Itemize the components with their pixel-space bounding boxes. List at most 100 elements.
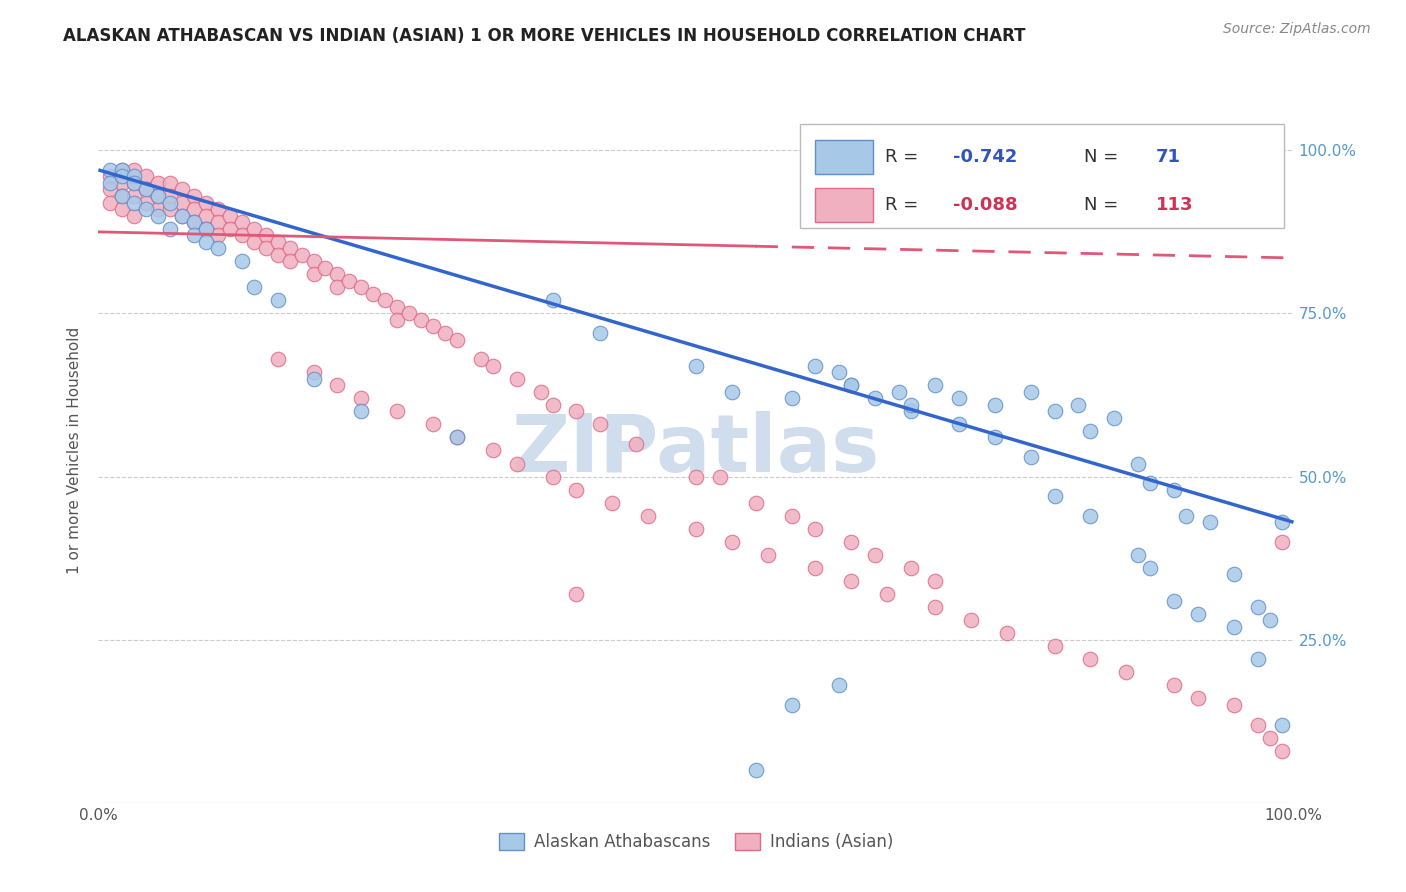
Point — [1223, 620, 1246, 634]
Point — [124, 176, 146, 190]
Point — [172, 195, 194, 210]
Point — [446, 333, 468, 347]
Point — [1163, 483, 1185, 497]
Point — [804, 561, 827, 575]
Point — [541, 469, 564, 483]
Point — [326, 378, 349, 392]
Point — [565, 587, 588, 601]
Point — [422, 417, 444, 432]
Point — [172, 182, 194, 196]
Point — [159, 195, 181, 210]
Point — [876, 587, 898, 601]
Point — [172, 209, 194, 223]
Point — [267, 235, 290, 249]
Point — [506, 457, 529, 471]
Point — [1080, 424, 1102, 438]
Point — [254, 241, 277, 255]
Point — [111, 176, 134, 190]
Point — [278, 241, 301, 255]
Point — [995, 626, 1018, 640]
Point — [1247, 717, 1270, 731]
Point — [302, 268, 325, 282]
Point — [1104, 410, 1126, 425]
Point — [721, 534, 744, 549]
Point — [111, 202, 134, 216]
Point — [207, 228, 229, 243]
Point — [865, 548, 887, 562]
Point — [924, 600, 946, 615]
Text: N =: N = — [1084, 147, 1125, 166]
Point — [1258, 613, 1281, 627]
Point — [841, 574, 863, 588]
Point — [1175, 508, 1198, 523]
Point — [948, 391, 970, 405]
Point — [924, 574, 946, 588]
Point — [385, 313, 409, 327]
Point — [148, 189, 170, 203]
Point — [398, 306, 420, 320]
Point — [841, 534, 863, 549]
Point — [98, 195, 122, 210]
Point — [350, 404, 373, 418]
Point — [219, 221, 242, 235]
Point — [267, 352, 290, 367]
Point — [111, 189, 134, 203]
Point — [745, 496, 768, 510]
Point — [207, 241, 229, 255]
Point — [780, 391, 803, 405]
Point — [195, 221, 218, 235]
Point — [124, 195, 146, 210]
Point — [243, 221, 266, 235]
Point — [1271, 743, 1294, 757]
Point — [135, 182, 157, 196]
Point — [1043, 639, 1066, 653]
Point — [1271, 717, 1294, 731]
Point — [135, 195, 157, 210]
Point — [1128, 457, 1150, 471]
Point — [1019, 450, 1042, 464]
Point — [1067, 398, 1090, 412]
Point — [195, 221, 218, 235]
Point — [541, 398, 564, 412]
Point — [207, 215, 229, 229]
Point — [1128, 548, 1150, 562]
Point — [124, 169, 146, 184]
Point — [530, 384, 553, 399]
Point — [385, 300, 409, 314]
Point — [135, 169, 157, 184]
Point — [207, 202, 229, 216]
Point — [1043, 404, 1066, 418]
Point — [1187, 691, 1209, 706]
Point — [326, 280, 349, 294]
Point — [506, 372, 529, 386]
Point — [589, 326, 612, 340]
Point — [254, 228, 277, 243]
FancyBboxPatch shape — [815, 187, 873, 221]
Text: N =: N = — [1084, 195, 1125, 214]
Point — [1080, 652, 1102, 666]
Point — [231, 215, 253, 229]
Text: ZIPatlas: ZIPatlas — [512, 411, 880, 490]
Text: ALASKAN ATHABASCAN VS INDIAN (ASIAN) 1 OR MORE VEHICLES IN HOUSEHOLD CORRELATION: ALASKAN ATHABASCAN VS INDIAN (ASIAN) 1 O… — [63, 27, 1026, 45]
Point — [804, 359, 827, 373]
Point — [219, 209, 242, 223]
FancyBboxPatch shape — [800, 124, 1284, 228]
Point — [1163, 678, 1185, 692]
Point — [481, 359, 505, 373]
Point — [159, 189, 181, 203]
Text: Source: ZipAtlas.com: Source: ZipAtlas.com — [1223, 22, 1371, 37]
Point — [350, 280, 373, 294]
Point — [745, 763, 768, 777]
Point — [828, 365, 851, 379]
Point — [111, 162, 134, 177]
Point — [470, 352, 492, 367]
Point — [135, 182, 157, 196]
Point — [183, 215, 205, 229]
Point — [1080, 176, 1102, 190]
Point — [1163, 593, 1185, 607]
Point — [183, 189, 205, 203]
Point — [984, 398, 1007, 412]
Point — [98, 176, 122, 190]
Point — [124, 162, 146, 177]
Point — [159, 176, 181, 190]
